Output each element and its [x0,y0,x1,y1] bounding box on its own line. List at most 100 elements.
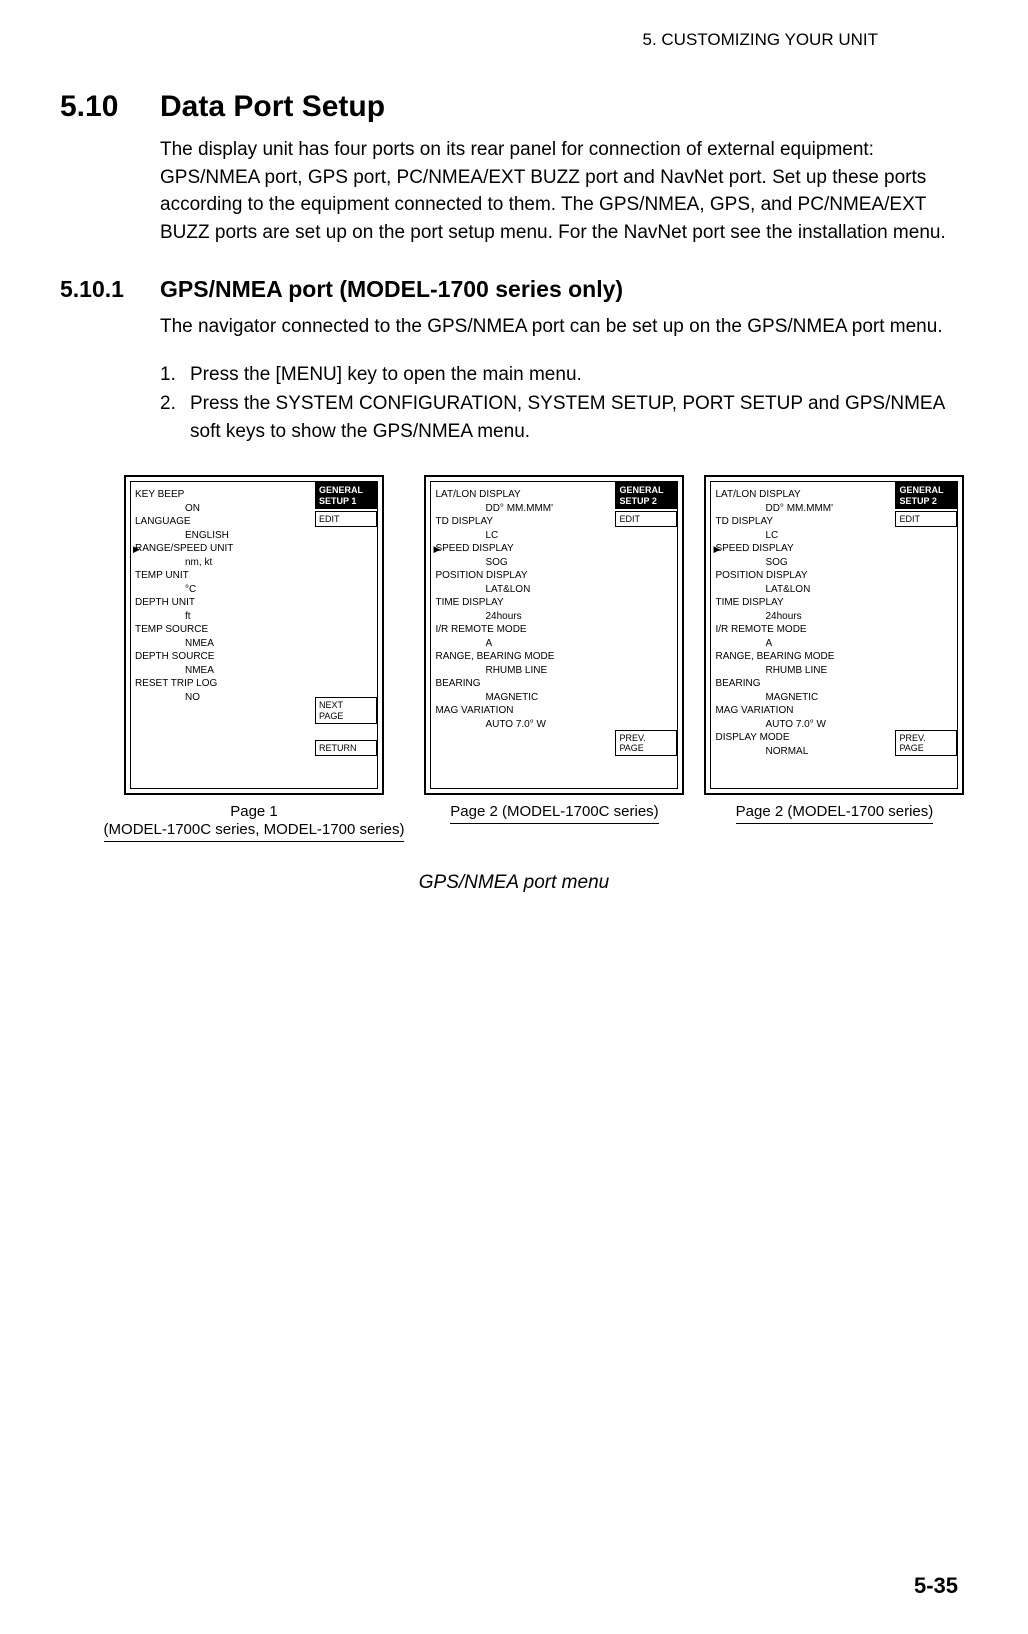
menu-label: DEPTH UNIT [135,596,311,610]
menu-panel-1: KEY BEEPON LANGUAGEENGLISH ▶RANGE/SPEED … [124,475,384,795]
menu-value: RHUMB LINE [715,664,891,678]
cursor-icon: ▶ [713,543,720,555]
menu-label: LAT/LON DISPLAY [435,488,611,502]
softkey-return[interactable]: RETURN [315,740,377,756]
cursor-icon: ▶ [133,543,140,555]
menu-label: TD DISPLAY [435,515,611,529]
subsection-intro: The navigator connected to the GPS/NMEA … [160,313,968,341]
panel-caption-3: Page 2 (MODEL-1700 series) [736,803,934,824]
menu-label: KEY BEEP [135,488,311,502]
menu-label: LAT/LON DISPLAY [715,488,891,502]
menu-value: A [715,637,891,651]
subsection-number: 5.10.1 [60,276,160,303]
menu-label: LANGUAGE [135,515,311,529]
panel-caption-1: Page 1(MODEL-1700C series, MODEL-1700 se… [104,803,405,842]
menu-value: AUTO 7.0° W [715,718,891,732]
step-item: 2. Press the SYSTEM CONFIGURATION, SYSTE… [160,390,968,445]
menu-label: RANGE, BEARING MODE [715,650,891,664]
menu-value: ENGLISH [135,529,311,543]
step-text: Press the SYSTEM CONFIGURATION, SYSTEM S… [190,390,968,445]
softkey-prev-page[interactable]: PREV.PAGE [615,730,677,757]
section-heading: 5.10 Data Port Setup [60,90,968,124]
softkey-column: GENERALSETUP 2 EDIT PREV.PAGE [615,482,677,788]
cursor-icon: ▶ [433,543,440,555]
menu-label: POSITION DISPLAY [715,569,891,583]
menu-value: NORMAL [715,745,891,759]
menu-value: NMEA [135,637,311,651]
menu-label: BEARING [715,677,891,691]
section-number: 5.10 [60,90,160,124]
softkey-edit[interactable]: EDIT [615,511,677,527]
softkey-header: GENERALSETUP 1 [315,482,377,509]
menu-value: LC [715,529,891,543]
menu-value: LAT&LON [435,583,611,597]
menu-screenshots-row: KEY BEEPON LANGUAGEENGLISH ▶RANGE/SPEED … [100,475,968,842]
menu-panel-3: LAT/LON DISPLAYDD° MM.MMM' TD DISPLAYLC … [704,475,964,795]
step-text: Press the [MENU] key to open the main me… [190,361,968,389]
menu-value: LAT&LON [715,583,891,597]
section-title: Data Port Setup [160,90,385,124]
menu-label: SPEED DISPLAY [435,542,611,556]
menu-label: RANGE, BEARING MODE [435,650,611,664]
menu-column: LAT/LON DISPLAYDD° MM.MMM' TD DISPLAYLC … [431,482,615,788]
menu-label: TIME DISPLAY [715,596,891,610]
menu-label: RANGE/SPEED UNIT [135,542,311,556]
menu-value: DD° MM.MMM' [435,502,611,516]
menu-value: SOG [435,556,611,570]
intro-paragraph: The display unit has four ports on its r… [160,136,968,246]
step-item: 1. Press the [MENU] key to open the main… [160,361,968,389]
panel-wrap-1: KEY BEEPON LANGUAGEENGLISH ▶RANGE/SPEED … [104,475,405,842]
menu-panel-2: LAT/LON DISPLAYDD° MM.MMM' TD DISPLAYLC … [424,475,684,795]
panel-inner: LAT/LON DISPLAYDD° MM.MMM' TD DISPLAYLC … [710,481,958,789]
menu-value: MAGNETIC [435,691,611,705]
panel-wrap-3: LAT/LON DISPLAYDD° MM.MMM' TD DISPLAYLC … [704,475,964,842]
panel-wrap-2: LAT/LON DISPLAYDD° MM.MMM' TD DISPLAYLC … [424,475,684,842]
softkey-header: GENERALSETUP 2 [615,482,677,509]
menu-label: TEMP UNIT [135,569,311,583]
page-number: 5-35 [914,1573,958,1599]
menu-label: DEPTH SOURCE [135,650,311,664]
menu-label: I/R REMOTE MODE [435,623,611,637]
menu-value: nm, kt [135,556,311,570]
softkey-edit[interactable]: EDIT [315,511,377,527]
menu-value: DD° MM.MMM' [715,502,891,516]
chapter-header: 5. CUSTOMIZING YOUR UNIT [60,30,878,50]
menu-label: SPEED DISPLAY [715,542,891,556]
softkey-column: GENERALSETUP 2 EDIT PREV.PAGE [895,482,957,788]
step-list: 1. Press the [MENU] key to open the main… [160,361,968,446]
softkey-next-page[interactable]: NEXTPAGE [315,697,377,724]
subsection-heading: 5.10.1 GPS/NMEA port (MODEL-1700 series … [60,276,968,303]
menu-value: °C [135,583,311,597]
menu-label: I/R REMOTE MODE [715,623,891,637]
menu-label: MAG VARIATION [715,704,891,718]
softkey-column: GENERALSETUP 1 EDIT NEXTPAGE RETURN [315,482,377,788]
menu-label: POSITION DISPLAY [435,569,611,583]
menu-label: TD DISPLAY [715,515,891,529]
menu-value: ON [135,502,311,516]
menu-label: RESET TRIP LOG [135,677,311,691]
menu-label: MAG VARIATION [435,704,611,718]
step-number: 2. [160,390,190,445]
menu-value: SOG [715,556,891,570]
menu-value: NO [135,691,311,705]
menu-value: ft [135,610,311,624]
menu-value: LC [435,529,611,543]
menu-value: NMEA [135,664,311,678]
menu-label: TIME DISPLAY [435,596,611,610]
subsection-title: GPS/NMEA port (MODEL-1700 series only) [160,276,623,303]
menu-value: A [435,637,611,651]
menu-label: TEMP SOURCE [135,623,311,637]
menu-column: LAT/LON DISPLAYDD° MM.MMM' TD DISPLAYLC … [711,482,895,788]
menu-value: MAGNETIC [715,691,891,705]
menu-column: KEY BEEPON LANGUAGEENGLISH ▶RANGE/SPEED … [131,482,315,788]
menu-label: BEARING [435,677,611,691]
menu-value: 24hours [715,610,891,624]
softkey-header: GENERALSETUP 2 [895,482,957,509]
softkey-edit[interactable]: EDIT [895,511,957,527]
panel-inner: KEY BEEPON LANGUAGEENGLISH ▶RANGE/SPEED … [130,481,378,789]
menu-label: DISPLAY MODE [715,731,891,745]
panel-caption-2: Page 2 (MODEL-1700C series) [450,803,658,824]
softkey-prev-page[interactable]: PREV.PAGE [895,730,957,757]
figure-caption: GPS/NMEA port menu [60,872,968,894]
menu-value: 24hours [435,610,611,624]
